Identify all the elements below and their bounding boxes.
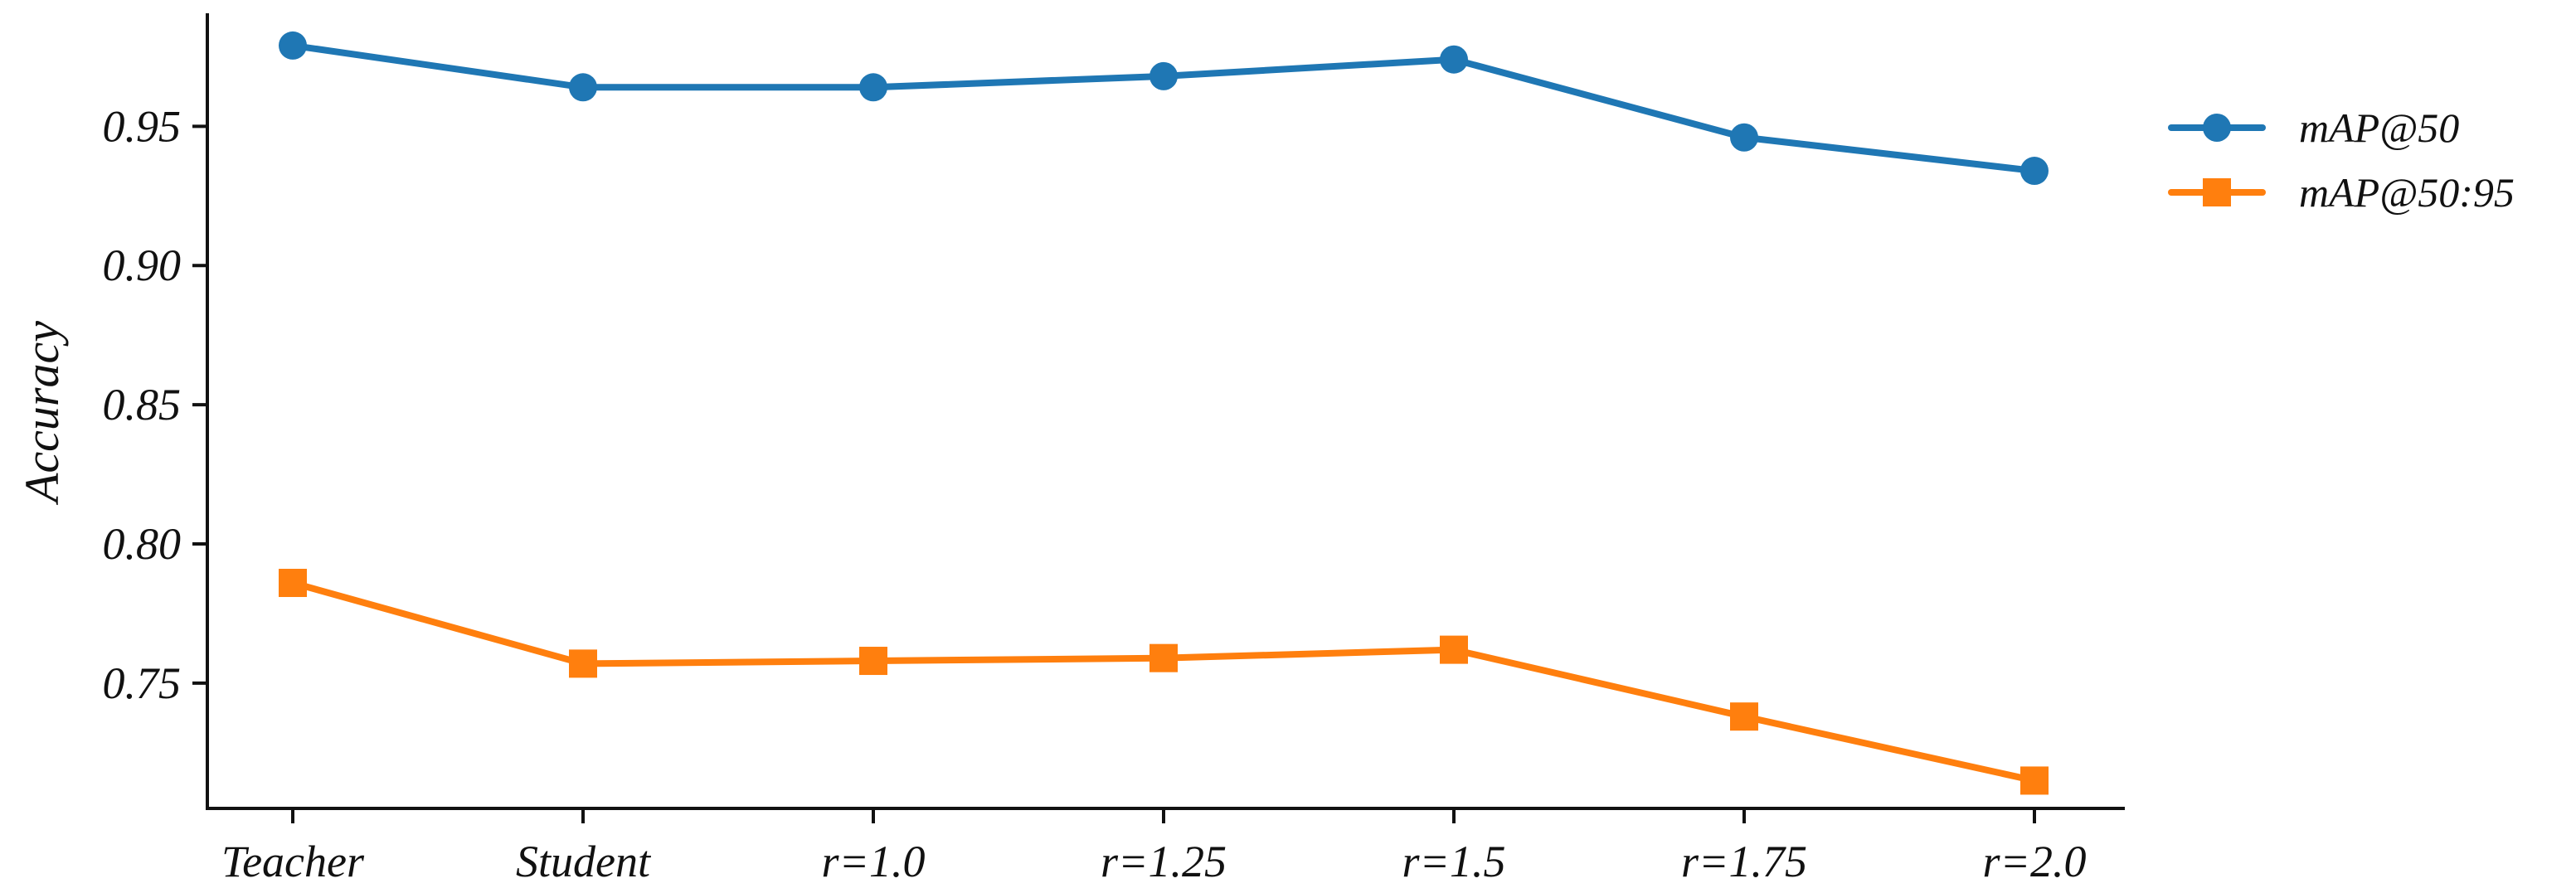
data-point [1440, 45, 1468, 74]
data-point [279, 31, 307, 60]
axes: 0.75 0.80 0.85 0.90 0.95 Teacher Student r=1.0 r… [15, 13, 2125, 886]
x-tick-label: Student [516, 837, 652, 886]
series-map50 [279, 31, 2049, 186]
data-point [1149, 61, 1178, 90]
x-tick-label: r=1.25 [1101, 837, 1227, 886]
y-tick-label: 0.85 [103, 380, 182, 430]
x-tick-label: Teacher [221, 837, 365, 886]
legend-entry: mAP@50:95 [2168, 169, 2515, 216]
legend-label: mAP@50:95 [2299, 169, 2515, 216]
data-point [1440, 635, 1468, 664]
series-line [289, 580, 2038, 784]
x-tick-label: r=1.5 [1402, 837, 1506, 886]
data-point [859, 73, 887, 102]
y-tick-label: 0.95 [103, 101, 182, 151]
y-tick-label: 0.90 [103, 240, 182, 290]
data-point [1149, 643, 1178, 672]
series-layer [279, 31, 2049, 795]
legend: mAP@50 mAP@50:95 [2168, 104, 2515, 216]
x-tick-label: r=1.75 [1681, 837, 1807, 886]
legend-entry: mAP@50 [2168, 104, 2459, 151]
data-point [569, 73, 597, 102]
series-map50-95 [279, 569, 2049, 795]
data-point [1730, 123, 1758, 152]
data-point [279, 569, 307, 598]
data-point [2020, 157, 2049, 186]
x-tick-label: r=2.0 [1983, 837, 2087, 886]
y-tick-label: 0.80 [103, 519, 182, 569]
y-axis-title: Accuracy [15, 321, 69, 506]
y-tick-label: 0.75 [103, 658, 182, 708]
data-point [2020, 766, 2049, 795]
data-point [1730, 702, 1758, 731]
data-point [859, 647, 887, 676]
legend-marker [2203, 178, 2231, 206]
legend-label: mAP@50 [2299, 104, 2459, 151]
x-tick-label: r=1.0 [822, 837, 926, 886]
data-point [569, 649, 597, 678]
legend-marker [2203, 114, 2231, 142]
